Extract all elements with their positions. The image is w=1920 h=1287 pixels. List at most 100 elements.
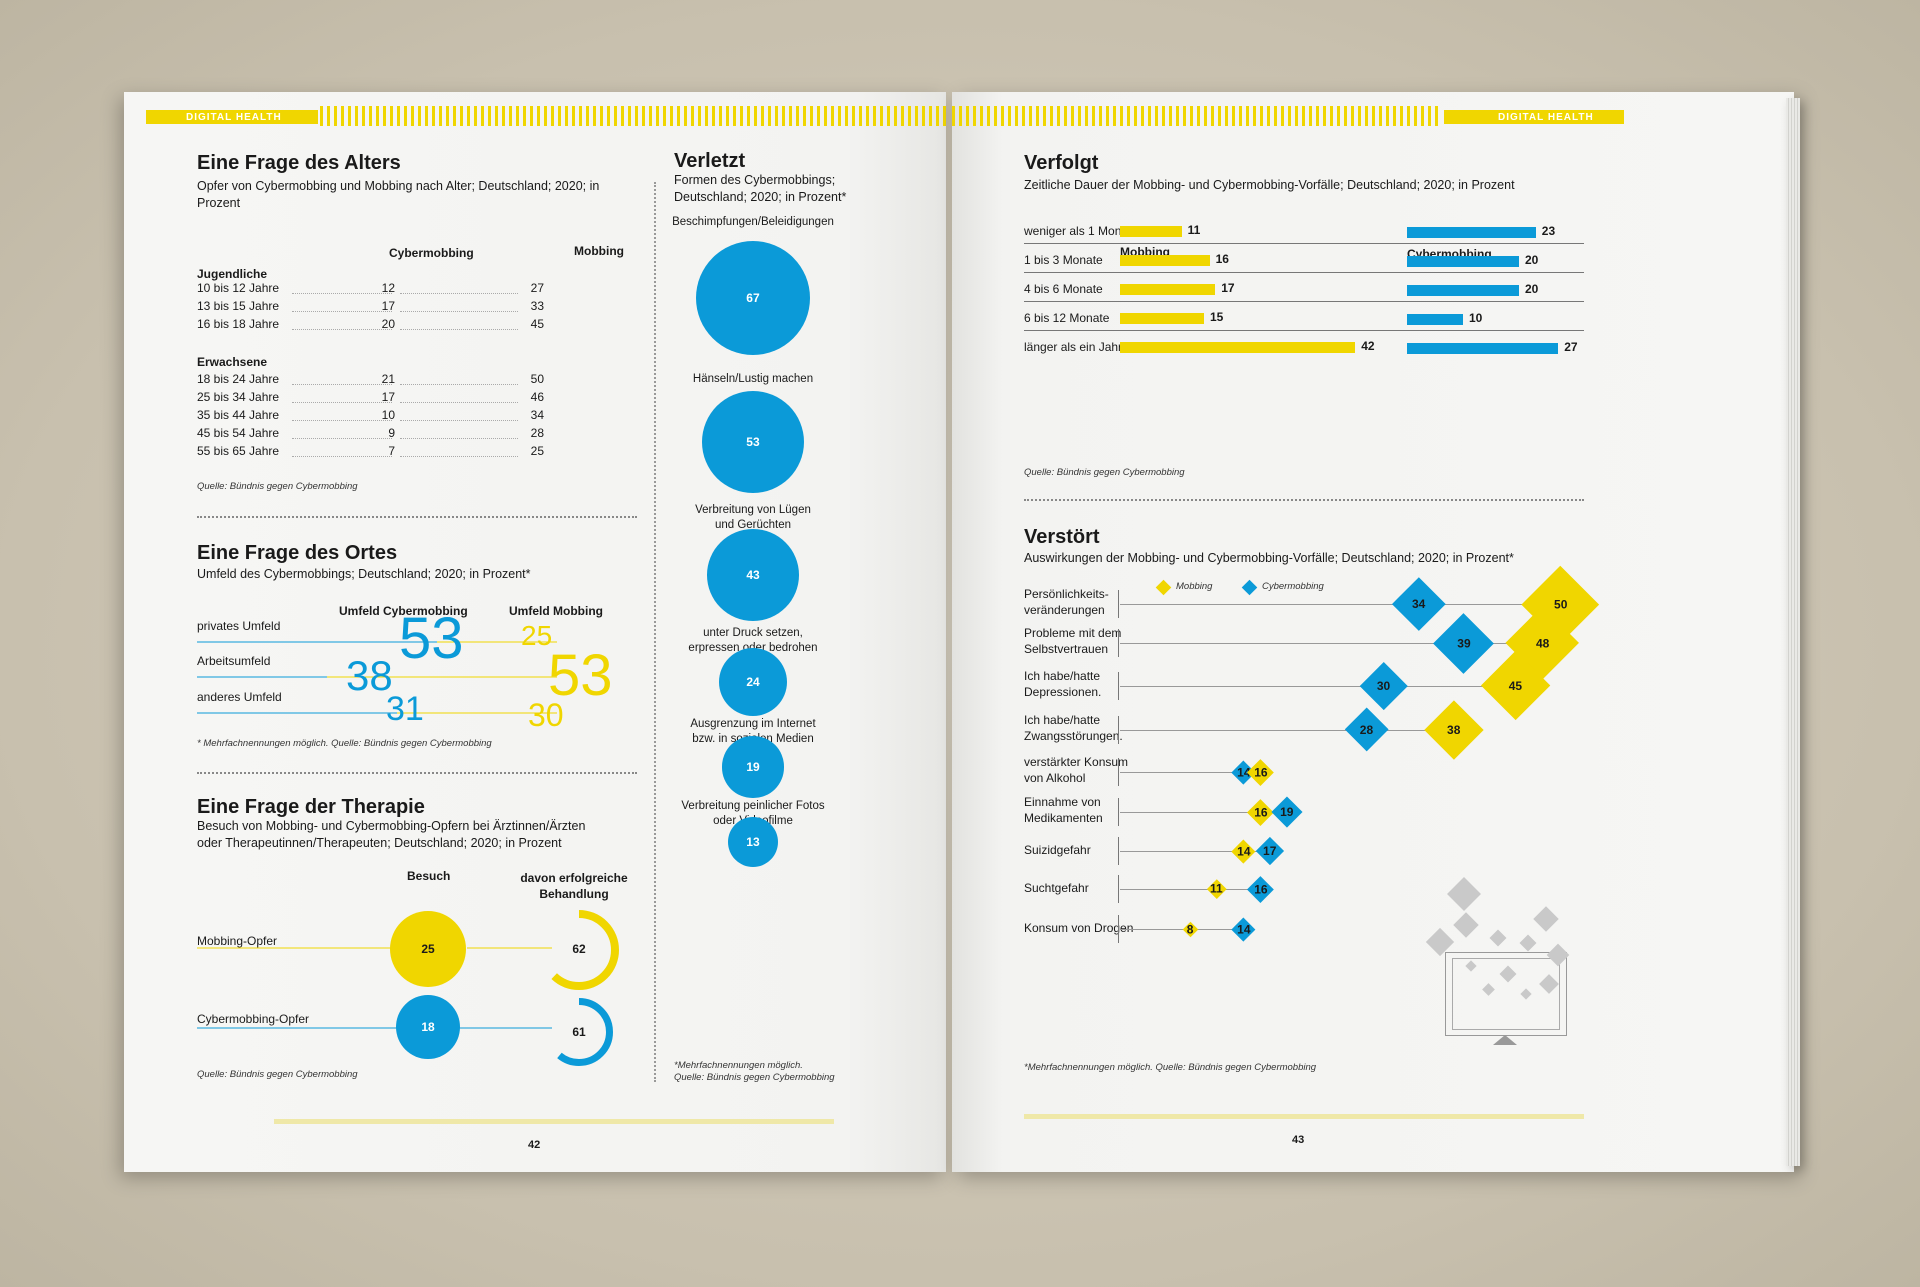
verletzt-value: 13 (746, 834, 760, 849)
verstoert-diamond-cyber: 30 (1360, 662, 1408, 710)
alter-row-mobbing: 25 (530, 444, 544, 458)
verletzt-bubble: 53 (702, 391, 804, 493)
alter-row-label: 10 bis 12 Jahre (197, 281, 280, 295)
verfolgt-row-label: länger als ein Jahr (1024, 340, 1123, 354)
verfolgt-bar-mobbing (1120, 284, 1216, 295)
verletzt-source-2: Quelle: Bündnis gegen Cybermobbing (674, 1072, 835, 1083)
verfolgt-row-separator (1024, 272, 1584, 273)
verstoert-row-line (1120, 812, 1288, 813)
verstoert-value-mobbing: 38 (1447, 722, 1462, 737)
alter-row-mobbing: 33 (530, 299, 544, 313)
alter-row-leader (400, 456, 518, 457)
verfolgt-value-cyber: 20 (1525, 282, 1539, 296)
verstoert-row-line (1120, 851, 1270, 852)
header-stripes (952, 106, 1442, 126)
alter-row-mobbing: 46 (530, 390, 544, 404)
verletzt-bubble: 43 (707, 529, 799, 621)
verletzt-bubble: 19 (722, 736, 784, 798)
alter-row-leader (400, 420, 518, 421)
alter-row-leader (400, 438, 518, 439)
header-tag-bar: DIGITAL HEALTH (1444, 110, 1624, 124)
verstoert-diamond-mobbing: 8 (1182, 921, 1199, 937)
verletzt-value: 43 (746, 567, 760, 582)
alter-row-leader (292, 456, 392, 457)
verstoert-row-label: Persönlichkeits- (1024, 587, 1109, 601)
alter-row-cyber: 10 (381, 408, 395, 422)
verstoert-value-mobbing: 16 (1254, 764, 1268, 779)
verstoert-row-label: verstärkter Konsum (1024, 755, 1129, 769)
alter-col-mobbing: Mobbing (574, 244, 624, 258)
alter-row-leader (292, 420, 392, 421)
ortes-source: * Mehrfachnennungen möglich. Quelle: Bün… (197, 738, 492, 749)
ortes-value-cyber: 53 (399, 606, 464, 671)
therapie-lines (197, 947, 552, 1029)
therapie-success-value: 61 (572, 1025, 586, 1039)
alter-row-mobbing: 50 (530, 372, 544, 386)
right-page: DIGITAL HEALTH Verfolgt Zeitliche Dauer … (952, 92, 1794, 1172)
verstoert-row-label: Probleme mit dem (1024, 626, 1122, 640)
verfolgt-value-mobbing: 15 (1210, 310, 1224, 324)
footer-rule (1024, 1114, 1584, 1119)
alter-row-cyber: 21 (381, 372, 395, 386)
verfolgt-bar-mobbing (1120, 342, 1356, 353)
alter-subtitle: Opfer von Cybermobbing und Mobbing nach … (197, 179, 600, 210)
verletzt-label: unter Druck setzen, (703, 627, 803, 639)
ortes-col-mobbing: Umfeld Mobbing (509, 604, 603, 618)
decorative-diamond (1453, 912, 1479, 938)
verstoert-row-line (1120, 772, 1261, 773)
alter-row-label: 45 bis 54 Jahre (197, 426, 280, 440)
ortes-value-mobbing: 25 (521, 620, 553, 651)
verstoert-value-cyber: 28 (1359, 722, 1374, 737)
verfolgt-bar-cyber (1407, 314, 1463, 325)
therapie-success-value: 62 (572, 942, 586, 956)
verstoert-axis-tick (1118, 590, 1119, 618)
alter-row-cyber: 9 (388, 426, 395, 440)
verstoert-row-label: Suizidgefahr (1024, 843, 1091, 857)
verfolgt-title: Verfolgt (1024, 152, 1099, 174)
alter-row-cyber: 12 (381, 281, 395, 295)
verfolgt-value-cyber: 10 (1469, 311, 1483, 325)
alter-row-leader (292, 384, 392, 385)
verletzt-source-1: *Mehrfachnennungen möglich. (674, 1060, 803, 1071)
verstoert-row-line (1120, 730, 1455, 731)
divider (197, 772, 637, 774)
therapie-source: Quelle: Bündnis gegen Cybermobbing (197, 1069, 358, 1080)
verfolgt-value-mobbing: 11 (1187, 223, 1201, 237)
verstoert-value-cyber: 17 (1262, 843, 1277, 858)
verletzt-title: Verletzt (674, 150, 746, 172)
verletzt-bubble: 13 (727, 816, 779, 868)
verfolgt-value-mobbing: 16 (1215, 252, 1229, 266)
verstoert-axis-tick (1118, 758, 1119, 786)
verletzt-value: 24 (746, 674, 760, 689)
alter-row-label: 35 bis 44 Jahre (197, 408, 280, 422)
verfolgt-bar-mobbing (1120, 226, 1182, 237)
verletzt-subtitle-2: Deutschland; 2020; in Prozent* (674, 190, 847, 204)
verfolgt-bar-mobbing (1120, 313, 1204, 324)
alter-group-youth: Jugendliche (197, 267, 268, 281)
verstoert-value-mobbing: 14 (1236, 843, 1250, 858)
verstoert-value-mobbing: 45 (1509, 678, 1523, 693)
verfolgt-bar-cyber (1407, 256, 1519, 267)
therapie-visit-circle: 18 (396, 995, 460, 1059)
verfolgt-bar-mobbing (1120, 255, 1210, 266)
header-stripes (320, 106, 946, 126)
verfolgt-bar-cyber (1407, 343, 1559, 354)
alter-row-leader (400, 329, 518, 330)
alter-row-leader (400, 384, 518, 385)
column-divider (654, 182, 656, 1082)
footer-rule (274, 1119, 834, 1124)
verstoert-value-mobbing: 48 (1535, 635, 1550, 650)
ortes-value-mobbing: 53 (548, 643, 613, 708)
verstoert-diamond-cyber: 19 (1271, 796, 1303, 828)
therapie-visit-value: 18 (421, 1020, 435, 1034)
alter-row-leader (292, 402, 392, 403)
page-number-left: 42 (528, 1139, 541, 1151)
alter-row-leader (400, 293, 518, 294)
ortes-title: Eine Frage des Ortes (197, 542, 398, 564)
verstoert-axis-tick (1118, 915, 1119, 943)
verfolgt-row-separator (1024, 301, 1584, 302)
legend-cyber-swatch (1241, 579, 1258, 596)
alter-row-cyber: 17 (381, 299, 395, 313)
verletzt-value: 19 (746, 759, 760, 774)
decorative-diamond (1519, 934, 1537, 952)
